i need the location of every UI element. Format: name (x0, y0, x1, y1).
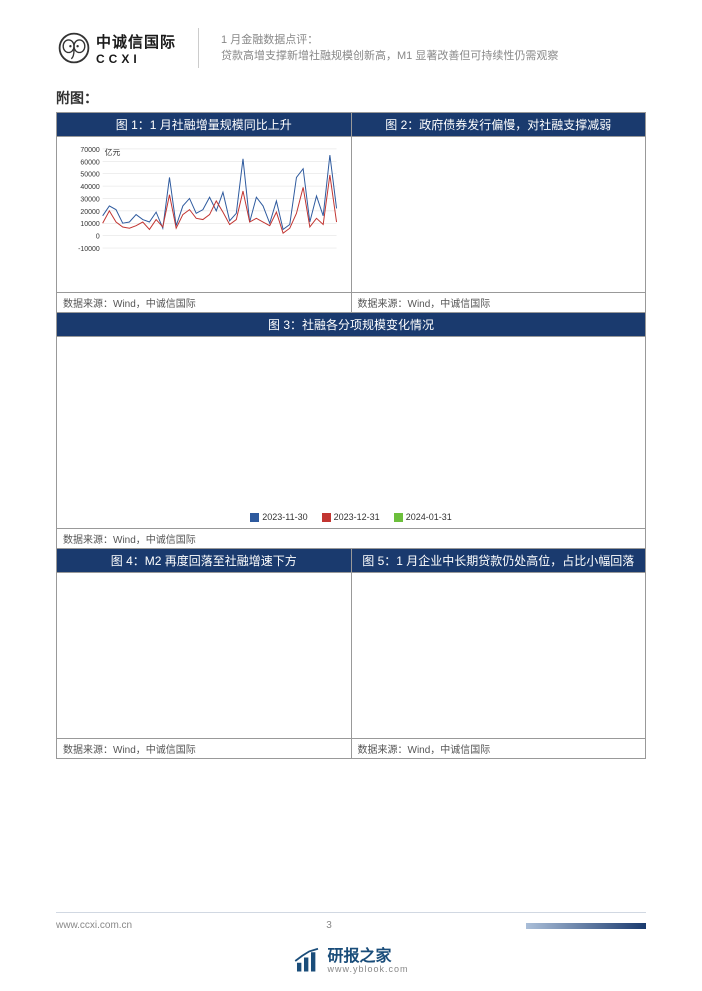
chart2 (352, 137, 646, 292)
charts-container: 图 1：1 月社融增量规模同比上升 -10000 0 10000 20000 30000… (56, 112, 646, 759)
logo-text-en: CCXI (96, 52, 176, 66)
chart4-title: 图 4：M2 再度回落至社融增速下方 (57, 549, 351, 573)
watermark-icon (293, 947, 321, 975)
svg-text:20000: 20000 (80, 209, 99, 216)
svg-text:60000: 60000 (80, 159, 99, 166)
svg-text:0: 0 (96, 234, 100, 241)
watermark: 研报之家 www.yblook.com (293, 947, 408, 975)
chart1-source: 数据来源：Wind，中诚信国际 (57, 292, 351, 312)
watermark-text: 研报之家 (327, 949, 408, 965)
page-number: 3 (132, 920, 526, 931)
svg-text:70000: 70000 (80, 147, 99, 154)
chart2-source: 数据来源：Wind，中诚信国际 (352, 292, 646, 312)
chart3: 2023-11-30 2023-12-31 2024-01-31 (57, 337, 645, 529)
footer-url: www.ccxi.com.cn (56, 920, 132, 931)
elephant-logo-icon (56, 30, 92, 66)
footer-accent (526, 923, 646, 929)
header-subtitle: 1 月金融数据点评： 贷款高增支撑新增社融规模创新高，M1 显著改善但可持续性仍… (221, 32, 558, 65)
chart3-source: 数据来源：Wind，中诚信国际 (57, 528, 645, 548)
svg-text:40000: 40000 (80, 184, 99, 191)
page-header: 中诚信国际 CCXI 1 月金融数据点评： 贷款高增支撑新增社融规模创新高，M1… (0, 0, 702, 78)
svg-text:亿元: 亿元 (105, 147, 121, 157)
chart4-source: 数据来源：Wind，中诚信国际 (57, 738, 351, 758)
chart5-title: 图 5：1 月企业中长期贷款仍处高位，占比小幅回落 (352, 549, 646, 573)
chart3-title: 图 3：社融各分项规模变化情况 (57, 312, 645, 337)
footer-divider (56, 912, 646, 913)
logo-text-cn: 中诚信国际 (96, 31, 176, 52)
page-footer: www.ccxi.com.cn 3 (0, 920, 702, 931)
svg-text:10000: 10000 (80, 221, 99, 228)
chart1-title: 图 1：1 月社融增量规模同比上升 (57, 113, 351, 137)
svg-text:30000: 30000 (80, 196, 99, 203)
chart4 (57, 573, 351, 738)
watermark-url: www.yblook.com (327, 965, 408, 974)
chart5 (352, 573, 646, 738)
header-divider (198, 28, 199, 68)
chart5-source: 数据来源：Wind，中诚信国际 (352, 738, 646, 758)
section-title: 附图： (0, 78, 702, 112)
chart1: -10000 0 10000 20000 30000 40000 50000 60000 700… (57, 137, 351, 292)
chart2-title: 图 2：政府债券发行偏慢，对社融支撑减弱 (352, 113, 646, 137)
svg-text:-10000: -10000 (78, 246, 100, 253)
logo: 中诚信国际 CCXI (56, 30, 176, 66)
chart3-legend: 2023-11-30 2023-12-31 2024-01-31 (65, 508, 637, 526)
svg-text:50000: 50000 (80, 172, 99, 179)
